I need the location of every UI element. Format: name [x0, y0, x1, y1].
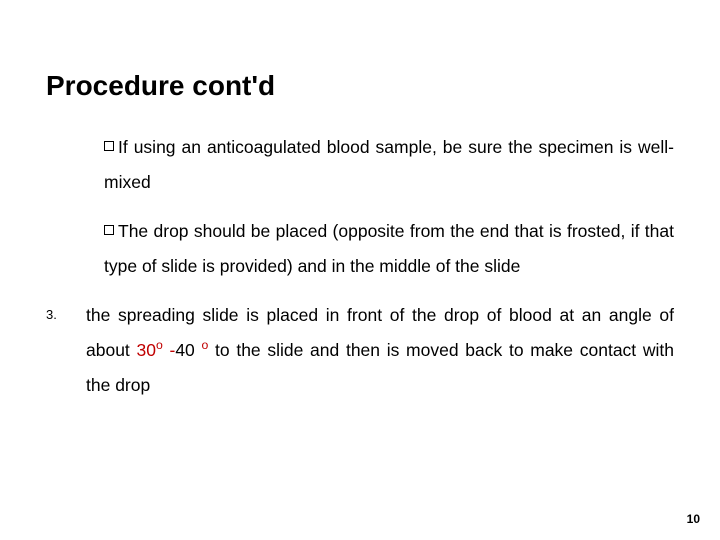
angle-low: 30o - — [137, 340, 176, 360]
angle-low-num: 30 — [137, 340, 156, 360]
bullet-text: If using an anticoagulated blood sample,… — [104, 137, 674, 192]
numbered-item: 3. the spreading slide is placed in fron… — [46, 298, 674, 403]
bullet-text: The drop should be placed (opposite from… — [104, 221, 674, 276]
bullet-item: The drop should be placed (opposite from… — [104, 214, 674, 284]
slide: Procedure cont'd If using an anticoagula… — [0, 0, 720, 540]
numbered-text: the spreading slide is placed in front o… — [86, 298, 674, 403]
slide-title: Procedure cont'd — [46, 70, 674, 102]
angle-dash: - — [163, 340, 176, 360]
square-bullet-icon — [104, 141, 114, 151]
page-number: 10 — [687, 512, 700, 526]
angle-high-num: 40 — [175, 340, 201, 360]
square-bullet-icon — [104, 225, 114, 235]
bullet-item: If using an anticoagulated blood sample,… — [104, 130, 674, 200]
degree-icon: o — [156, 338, 163, 352]
list-number: 3. — [46, 298, 86, 322]
bullet-list: If using an anticoagulated blood sample,… — [46, 130, 674, 284]
